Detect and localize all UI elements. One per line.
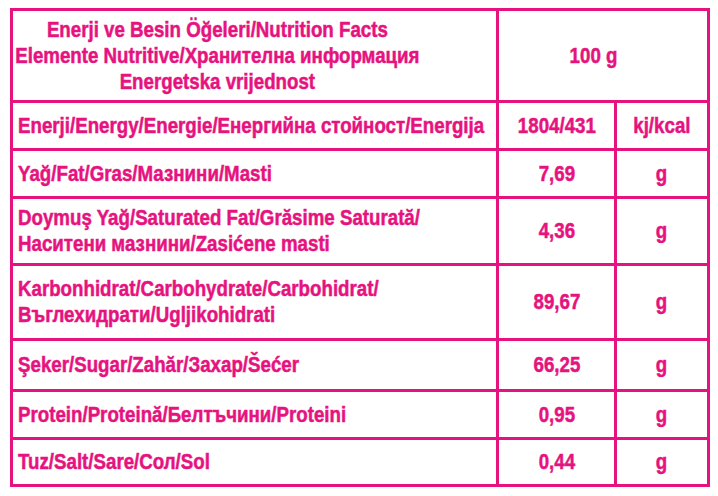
row-unit-cell: g: [617, 266, 707, 338]
row-value: 0,44: [538, 449, 574, 475]
table-row-carbohydrate: Karbonhidrat/Carbohydrate/Carbohidrat/ В…: [13, 263, 707, 338]
row-label: Doymuş Yağ/Saturated Fat/Grăsime Saturat…: [18, 205, 420, 257]
row-label: Karbonhidrat/Carbohydrate/Carbohidrat/ В…: [18, 276, 379, 328]
row-label: Şeker/Sugar/Zahăr/Захар/Šećer: [18, 352, 299, 378]
row-unit-cell: g: [617, 440, 707, 484]
row-unit-cell: g: [617, 341, 707, 389]
row-unit-cell: g: [617, 199, 707, 263]
header-amount: 100 g: [569, 43, 617, 69]
row-value-cell: 0,44: [499, 440, 617, 484]
header-title-cell: Enerji ve Besin Öğeleri/Nutrition Facts …: [13, 11, 499, 100]
row-label-cell: Doymuş Yağ/Saturated Fat/Grăsime Saturat…: [13, 199, 499, 263]
row-value: 7,69: [538, 161, 574, 187]
row-label-cell: Protein/Proteină/Белтъчини/Proteini: [13, 392, 499, 437]
row-value-cell: 4,36: [499, 199, 617, 263]
row-label-cell: Tuz/Salt/Sare/Сол/Sol: [13, 440, 499, 484]
row-value-cell: 0,95: [499, 392, 617, 437]
row-label-cell: Şeker/Sugar/Zahăr/Захар/Šećer: [13, 341, 499, 389]
row-unit: g: [656, 289, 667, 315]
row-unit-cell: g: [617, 151, 707, 196]
table-row-sugar: Şeker/Sugar/Zahăr/Захар/Šećer 66,25 g: [13, 338, 707, 389]
row-unit: kj/kcal: [633, 113, 690, 139]
row-unit: g: [656, 161, 667, 187]
table-header-row: Enerji ve Besin Öğeleri/Nutrition Facts …: [13, 11, 707, 100]
nutrition-facts-table: Enerji ve Besin Öğeleri/Nutrition Facts …: [10, 8, 710, 487]
row-value: 0,95: [538, 402, 574, 428]
row-value: 4,36: [538, 218, 574, 244]
row-label: Yağ/Fat/Gras/Мазнини/Masti: [18, 161, 272, 187]
row-unit: g: [656, 352, 667, 378]
row-value: 66,25: [533, 352, 580, 378]
row-unit: g: [656, 218, 667, 244]
row-value-cell: 7,69: [499, 151, 617, 196]
row-unit-cell: g: [617, 392, 707, 437]
table-row-saturated-fat: Doymuş Yağ/Saturated Fat/Grăsime Saturat…: [13, 196, 707, 263]
row-label: Tuz/Salt/Sare/Сол/Sol: [18, 449, 210, 475]
row-label-cell: Yağ/Fat/Gras/Мазнини/Masti: [13, 151, 499, 196]
header-title: Enerji ve Besin Öğeleri/Nutrition Facts …: [15, 17, 419, 95]
row-unit: g: [656, 402, 667, 428]
table-row-energy: Enerji/Energy/Energie/Енергийна стойност…: [13, 100, 707, 148]
table-row-salt: Tuz/Salt/Sare/Сол/Sol 0,44 g: [13, 437, 707, 484]
row-value: 89,67: [533, 289, 580, 315]
row-unit: g: [656, 449, 667, 475]
row-value-cell: 89,67: [499, 266, 617, 338]
table-row-fat: Yağ/Fat/Gras/Мазнини/Masti 7,69 g: [13, 148, 707, 196]
row-value-cell: 1804/431: [499, 103, 617, 148]
row-unit-cell: kj/kcal: [617, 103, 707, 148]
row-label-cell: Enerji/Energy/Energie/Енергийна стойност…: [13, 103, 499, 148]
table-row-protein: Protein/Proteină/Белтъчини/Proteini 0,95…: [13, 389, 707, 437]
row-value: 1804/431: [517, 113, 595, 139]
header-amount-cell: 100 g: [499, 11, 707, 100]
row-label-cell: Karbonhidrat/Carbohydrate/Carbohidrat/ В…: [13, 266, 499, 338]
row-label: Protein/Proteină/Белтъчини/Proteini: [18, 402, 346, 428]
row-label: Enerji/Energy/Energie/Енергийна стойност…: [18, 113, 484, 139]
row-value-cell: 66,25: [499, 341, 617, 389]
